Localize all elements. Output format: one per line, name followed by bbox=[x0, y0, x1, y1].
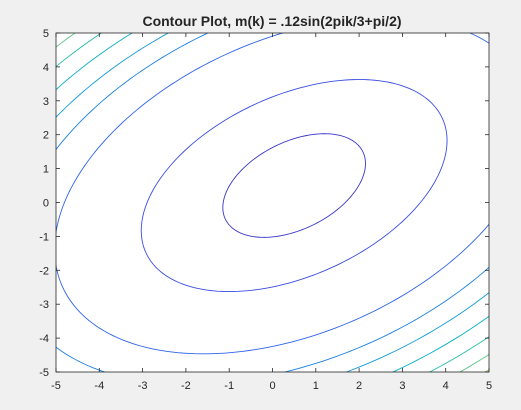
y-tick-label: 0 bbox=[43, 198, 49, 210]
y-tick-label: 5 bbox=[43, 28, 49, 40]
y-tick-label: -5 bbox=[39, 367, 49, 379]
plot-area bbox=[56, 33, 489, 372]
y-tick-label: -4 bbox=[39, 333, 49, 345]
x-tick-label: -2 bbox=[181, 380, 191, 392]
chart-title: Contour Plot, m(k) = .12sin(2pik/3+pi/2) bbox=[142, 13, 401, 29]
contour-line-level-1 bbox=[222, 133, 366, 238]
x-tick-label: -5 bbox=[51, 380, 61, 392]
contour-line-level-2 bbox=[140, 79, 448, 293]
x-axis-tick-labels: -5 -4 -3 -2 -1 0 1 2 3 4 5 bbox=[51, 380, 492, 392]
x-tick-label: 1 bbox=[313, 380, 319, 392]
y-tick-label: -2 bbox=[39, 265, 49, 277]
x-tick-label: 0 bbox=[269, 380, 275, 392]
x-tick-label: 3 bbox=[399, 380, 405, 392]
x-tick-label: -1 bbox=[224, 380, 234, 392]
x-tick-label: 2 bbox=[356, 380, 362, 392]
x-tick-label: -3 bbox=[138, 380, 148, 392]
y-tick-label: -3 bbox=[39, 299, 49, 311]
axis-ticks bbox=[55, 32, 490, 373]
x-tick-label: 5 bbox=[486, 380, 492, 392]
x-tick-label: -4 bbox=[94, 380, 104, 392]
y-tick-label: -1 bbox=[39, 231, 49, 243]
y-axis-tick-labels: -5 -4 -3 -2 -1 0 1 2 3 4 5 bbox=[39, 28, 49, 379]
y-tick-label: 1 bbox=[43, 164, 49, 176]
x-tick-label: 4 bbox=[443, 380, 449, 392]
y-tick-label: 4 bbox=[43, 62, 49, 74]
y-tick-label: 3 bbox=[43, 96, 49, 108]
contour-line-level-3 bbox=[56, 33, 489, 355]
y-tick-label: 2 bbox=[43, 130, 49, 142]
